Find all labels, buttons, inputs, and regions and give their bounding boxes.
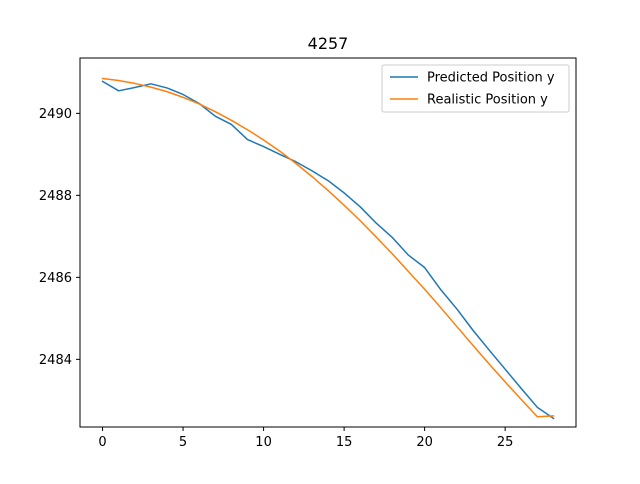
x-axis: 0 5 10 15 20 25 <box>98 427 513 450</box>
y-tick-label: 2484 <box>39 353 72 368</box>
legend-label-1: Realistic Position y <box>427 93 548 108</box>
series-group <box>101 77 555 420</box>
series-line-1 <box>101 77 555 418</box>
y-axis: 2484 2486 2488 2490 <box>39 107 80 368</box>
x-tick-label: 0 <box>98 435 106 450</box>
y-tick-label: 2486 <box>39 271 72 286</box>
y-tick-label: 2490 <box>39 107 72 122</box>
series-line-0 <box>101 80 555 420</box>
x-tick-label: 10 <box>255 435 272 450</box>
x-tick-label: 20 <box>416 435 433 450</box>
axes-frame <box>79 57 577 428</box>
legend-label-0: Predicted Position y <box>427 71 555 86</box>
x-tick-label: 25 <box>497 435 514 450</box>
x-tick-label: 5 <box>179 435 187 450</box>
y-tick-label: 2488 <box>39 189 72 204</box>
legend: Predicted Position y Realistic Position y <box>381 64 570 113</box>
legend-box <box>381 64 570 113</box>
x-tick-label: 15 <box>336 435 353 450</box>
chart-title: 4257 <box>308 34 349 53</box>
